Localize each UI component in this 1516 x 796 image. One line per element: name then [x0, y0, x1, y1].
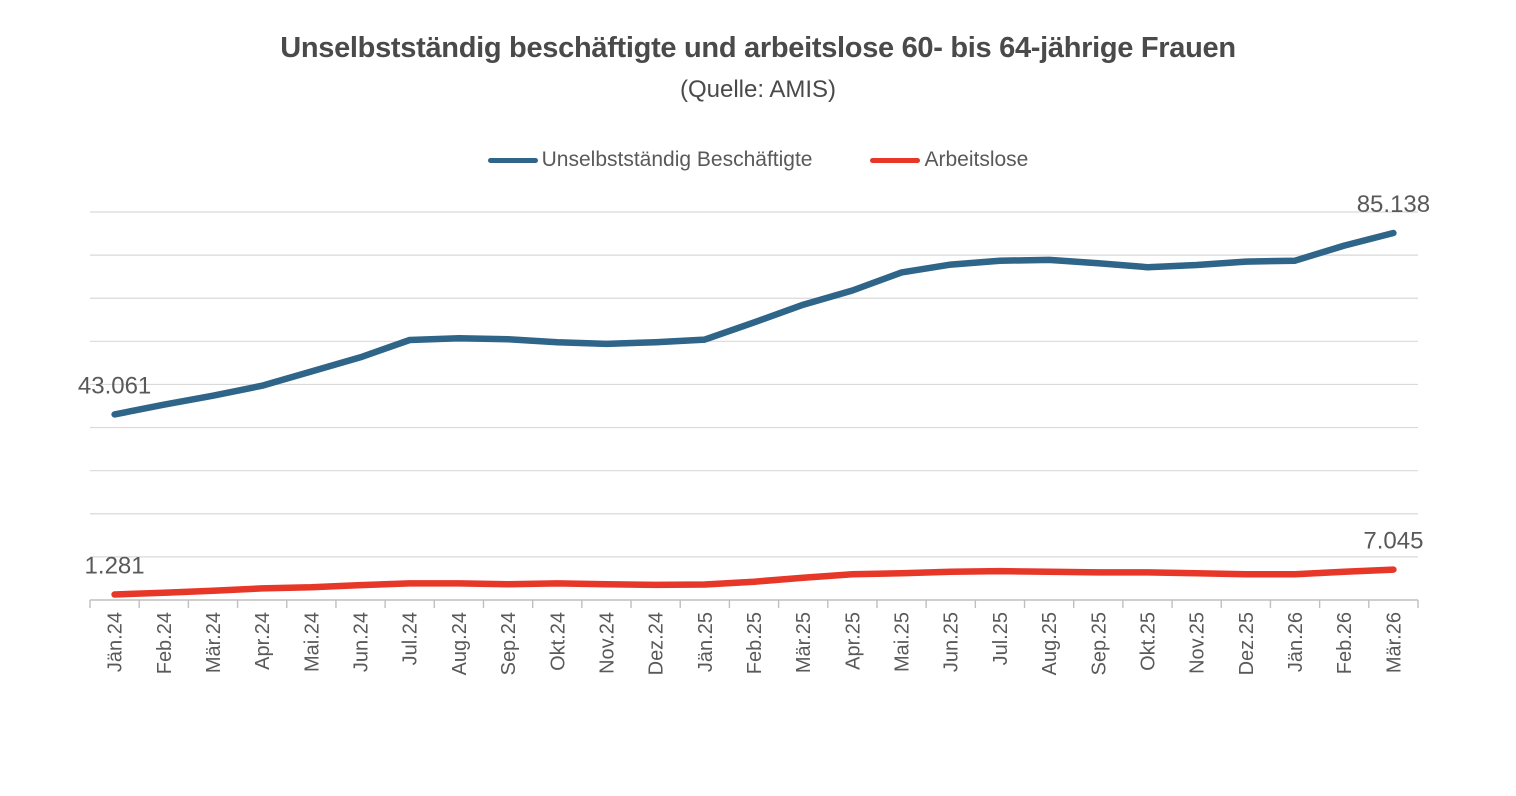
legend-item-beschaeftigte: Unselbstständig Beschäftigte	[487, 148, 813, 172]
legend-label: Arbeitslose	[924, 148, 1029, 171]
chart-subtitle: (Quelle: AMIS)	[679, 76, 837, 103]
x-axis-label: Dez.24	[646, 612, 668, 675]
x-axis-label: Nov.25	[1187, 612, 1209, 674]
x-axis-label: Mär.26	[1383, 612, 1405, 673]
x-axis-label: Jul.24	[400, 612, 422, 665]
series-line-arbeitslose	[111, 566, 1397, 598]
x-axis-label: Jun.24	[351, 612, 373, 672]
x-axis-label: Jul.25	[990, 612, 1012, 665]
x-axis-label: Okt.24	[547, 612, 569, 671]
x-axis-label: Dez.25	[1236, 612, 1258, 675]
x-axis-label: Jän.26	[1285, 612, 1307, 672]
x-axis-label: Aug.24	[449, 612, 471, 675]
x-axis-label: Feb.26	[1334, 612, 1356, 674]
x-axis-label: Jän.25	[695, 612, 717, 672]
legend-swatch-icon	[870, 157, 921, 163]
legend-swatch-icon	[487, 157, 538, 163]
x-axis-label: Mai.24	[301, 612, 323, 672]
x-axis-label: Apr.24	[252, 612, 274, 670]
x-axis-label: Sep.25	[1088, 612, 1110, 675]
x-axis-label: Jun.25	[941, 612, 963, 672]
x-axis-label: Mai.25	[892, 612, 914, 672]
data-label-last: 7.045	[1363, 528, 1423, 555]
series-line-beschaeftigte	[111, 229, 1397, 418]
chart-title: Unselbstständig beschäftigte und arbeits…	[280, 32, 1236, 64]
legend-label: Unselbstständig Beschäftigte	[541, 148, 813, 171]
x-axis-label: Jän.24	[105, 612, 127, 672]
x-axis-label: Nov.24	[596, 612, 618, 674]
x-axis-label: Sep.24	[498, 612, 520, 675]
data-label-first: 43.061	[78, 372, 151, 399]
x-axis-label: Mär.24	[203, 612, 225, 673]
x-axis-label: Aug.25	[1039, 612, 1061, 675]
x-axis-label: Apr.25	[842, 612, 864, 670]
x-axis-label: Feb.25	[744, 612, 766, 674]
x-axis-label: Okt.25	[1137, 612, 1159, 671]
legend: Unselbstständig Beschäftigte Arbeitslose	[0, 148, 1516, 172]
data-label-first: 1.281	[85, 552, 145, 579]
data-label-last: 85.138	[1357, 191, 1430, 218]
x-axis-label: Mär.25	[793, 612, 815, 673]
legend-item-arbeitslose: Arbeitslose	[870, 148, 1028, 172]
x-axis-label: Feb.24	[154, 612, 176, 674]
